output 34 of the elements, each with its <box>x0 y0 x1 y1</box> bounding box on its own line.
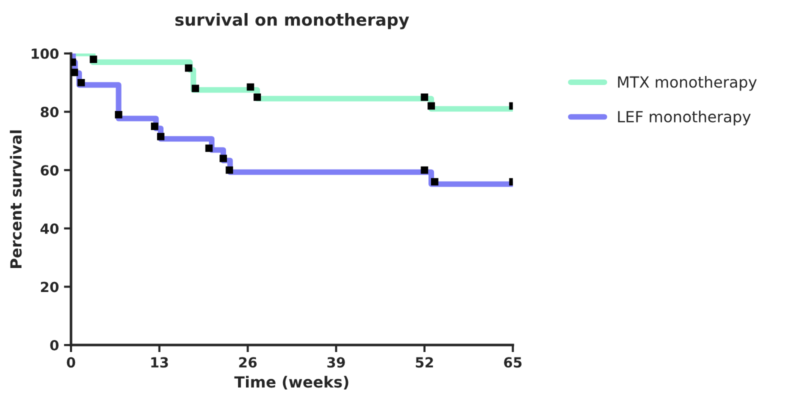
point <box>78 78 85 86</box>
point <box>71 68 78 76</box>
point <box>205 144 213 152</box>
x-tick-label: 13 <box>151 357 168 368</box>
point <box>420 94 428 101</box>
x-tick-label: 52 <box>416 357 433 368</box>
y-tick-label: 60 <box>40 165 59 176</box>
point <box>428 102 435 110</box>
legend-label: MTX monotherapy <box>618 76 757 91</box>
y-axis-title: Percent survival <box>10 130 22 268</box>
chart-title: survival on monotherapy <box>175 13 410 30</box>
point <box>431 178 438 186</box>
point <box>420 166 428 174</box>
x-tick-label: 26 <box>239 357 257 368</box>
point <box>220 154 227 162</box>
y-tick-label: 0 <box>50 340 59 351</box>
point <box>150 122 158 130</box>
y-tick-label: 40 <box>40 223 59 234</box>
point <box>226 166 234 174</box>
x-tick-label: 39 <box>327 357 345 368</box>
point <box>114 111 122 118</box>
point <box>254 94 261 101</box>
y-tick-label: 80 <box>40 106 59 118</box>
point <box>184 64 192 72</box>
point <box>157 132 164 140</box>
y-tick-label: 20 <box>40 282 59 292</box>
x-axis-title: Time (weeks) <box>234 376 348 390</box>
x-tick-label: 65 <box>504 357 522 368</box>
x-tick-label: 0 <box>66 357 76 368</box>
y-tick-label: 100 <box>32 48 59 59</box>
point <box>90 56 98 63</box>
legend-label: LEF monotherapy <box>618 110 751 126</box>
point <box>192 84 200 92</box>
point <box>246 83 254 91</box>
